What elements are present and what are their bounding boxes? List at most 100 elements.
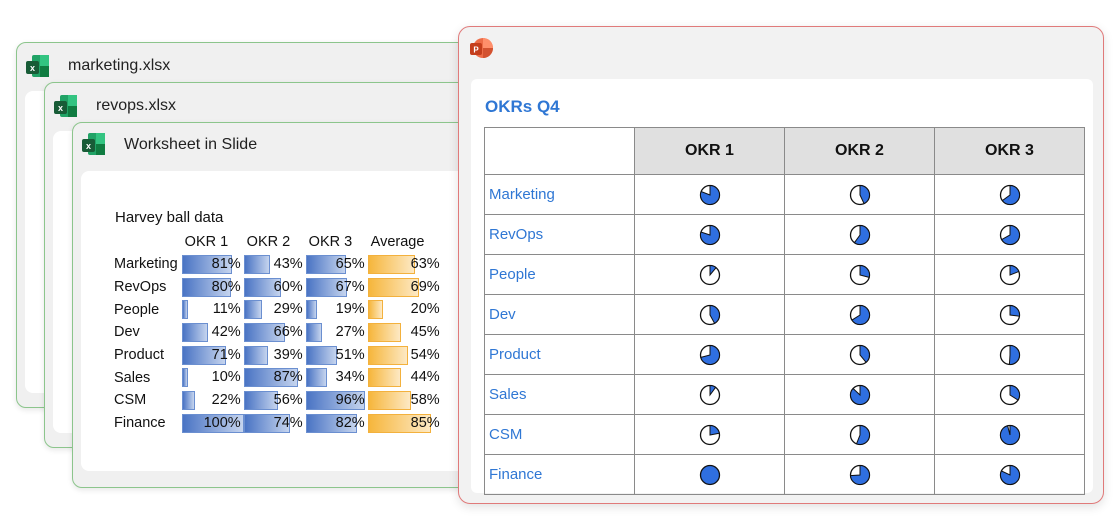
svg-text:x: x <box>30 63 35 73</box>
databar: 34% <box>305 367 368 388</box>
harvey-ball-cell[interactable] <box>784 214 935 255</box>
harvey-ball-cell[interactable] <box>934 294 1085 335</box>
databar-cell-okr3[interactable]: 51% <box>305 344 368 367</box>
harvey-ball-icon <box>849 184 870 205</box>
databar-cell-okr3[interactable]: 19% <box>305 298 368 321</box>
harvey-ball-cell[interactable] <box>634 374 785 415</box>
databar-cell-okr1[interactable]: 100% <box>181 412 244 435</box>
databar-cell-avg[interactable]: 20% <box>367 298 443 321</box>
databar-fill <box>181 345 226 365</box>
databar-cell-okr3[interactable]: 96% <box>305 389 368 412</box>
databar: 27% <box>305 322 368 343</box>
harvey-ball-cell[interactable] <box>784 334 935 375</box>
harvey-ball-cell[interactable] <box>784 254 935 295</box>
databar: 65% <box>305 254 368 275</box>
row-label: Marketing <box>114 256 178 273</box>
harvey-ball-cell[interactable] <box>634 414 785 455</box>
databar-cell-okr1[interactable]: 80% <box>181 276 244 299</box>
harvey-ball-cell[interactable] <box>634 334 785 375</box>
harvey-ball-icon <box>699 384 720 405</box>
harvey-ball-icon <box>699 304 720 325</box>
databar-cell-okr2[interactable]: 66% <box>243 321 306 344</box>
okr-row-label: Sales <box>484 374 635 415</box>
cell-value: 39% <box>273 346 303 363</box>
harvey-ball-cell[interactable] <box>934 254 1085 295</box>
harvey-ball-icon <box>849 384 870 405</box>
databar-cell-okr1[interactable]: 42% <box>181 321 244 344</box>
harvey-ball-icon <box>999 264 1020 285</box>
cell-value: 11% <box>212 301 241 318</box>
databar: 44% <box>367 367 443 388</box>
databar-cell-okr3[interactable]: 82% <box>305 412 368 435</box>
powerpoint-window[interactable]: P OKRs Q4 OKR 1 OKR 2 OKR 3 Marketing Rev… <box>458 26 1104 504</box>
databar-cell-okr2[interactable]: 60% <box>243 276 306 299</box>
cell-value: 100% <box>203 414 241 431</box>
databar-cell-avg[interactable]: 85% <box>367 412 443 435</box>
okr-header-1: OKR 1 <box>634 127 785 175</box>
okr-row-label: Finance <box>484 454 635 495</box>
databar-fill <box>367 300 383 320</box>
sheet-title: Harvey ball data <box>115 209 224 226</box>
databar: 66% <box>243 322 306 343</box>
okr-row-label: Marketing <box>484 174 635 215</box>
okr-row: Product <box>484 334 1085 375</box>
databar-cell-okr3[interactable]: 67% <box>305 276 368 299</box>
harvey-ball-cell[interactable] <box>634 294 785 335</box>
databar-cell-avg[interactable]: 44% <box>367 366 443 389</box>
harvey-ball-cell[interactable] <box>634 454 785 495</box>
cell-value: 66% <box>273 323 303 340</box>
databar-cell-okr1[interactable]: 22% <box>181 389 244 412</box>
databar-cell-okr2[interactable]: 29% <box>243 298 306 321</box>
harvey-ball-cell[interactable] <box>634 254 785 295</box>
cell-value: 43% <box>273 255 303 272</box>
sheet-row: Sales 10% 87% 34% 44% <box>114 366 443 389</box>
harvey-ball-icon <box>999 424 1020 445</box>
databar-cell-okr2[interactable]: 39% <box>243 344 306 367</box>
corner-cell <box>484 127 635 175</box>
databar-cell-okr2[interactable]: 43% <box>243 253 306 276</box>
cell-value: 20% <box>410 301 440 318</box>
harvey-ball-cell[interactable] <box>784 374 935 415</box>
harvey-ball-cell[interactable] <box>934 414 1085 455</box>
databar-cell-avg[interactable]: 54% <box>367 344 443 367</box>
databar-cell-okr2[interactable]: 87% <box>243 366 306 389</box>
harvey-ball-cell[interactable] <box>934 334 1085 375</box>
harvey-ball-icon <box>849 424 870 445</box>
harvey-ball-cell[interactable] <box>784 414 935 455</box>
harvey-ball-cell[interactable] <box>934 214 1085 255</box>
databar-cell-okr2[interactable]: 56% <box>243 389 306 412</box>
harvey-ball-cell[interactable] <box>784 294 935 335</box>
databar-cell-okr3[interactable]: 34% <box>305 366 368 389</box>
col-header-okr1: OKR 1 <box>184 234 229 250</box>
databar-cell-avg[interactable]: 58% <box>367 389 443 412</box>
databar-cell-okr3[interactable]: 27% <box>305 321 368 344</box>
sheet-row: Marketing 81% 43% 65% 63% <box>114 253 443 276</box>
databar-fill <box>305 368 327 388</box>
harvey-ball-cell[interactable] <box>784 174 935 215</box>
databar-cell-avg[interactable]: 69% <box>367 276 443 299</box>
databar-cell-okr1[interactable]: 11% <box>181 298 244 321</box>
harvey-data-table: OKR 1 OKR 2 OKR 3 Average Marketing 81% 43… <box>114 231 443 435</box>
databar-fill <box>367 345 409 365</box>
cell-value: 67% <box>335 278 365 295</box>
harvey-ball-icon <box>999 304 1020 325</box>
databar-cell-okr2[interactable]: 74% <box>243 412 306 435</box>
harvey-ball-cell[interactable] <box>934 174 1085 215</box>
databar: 54% <box>367 345 443 366</box>
excel-icon: x <box>54 95 77 117</box>
harvey-ball-cell[interactable] <box>784 454 935 495</box>
databar-cell-okr1[interactable]: 81% <box>181 253 244 276</box>
databar-cell-okr1[interactable]: 10% <box>181 366 244 389</box>
databar-cell-avg[interactable]: 63% <box>367 253 443 276</box>
databar-fill <box>181 413 244 433</box>
databar-cell-okr3[interactable]: 65% <box>305 253 368 276</box>
slide-canvas[interactable]: OKRs Q4 OKR 1 OKR 2 OKR 3 Marketing RevOp… <box>471 79 1093 495</box>
svg-text:P: P <box>473 46 479 55</box>
databar-cell-avg[interactable]: 45% <box>367 321 443 344</box>
harvey-ball-cell[interactable] <box>934 374 1085 415</box>
harvey-ball-cell[interactable] <box>634 174 785 215</box>
harvey-ball-cell[interactable] <box>634 214 785 255</box>
harvey-ball-cell[interactable] <box>934 454 1085 495</box>
databar-cell-okr1[interactable]: 71% <box>181 344 244 367</box>
databar-fill <box>243 300 262 320</box>
